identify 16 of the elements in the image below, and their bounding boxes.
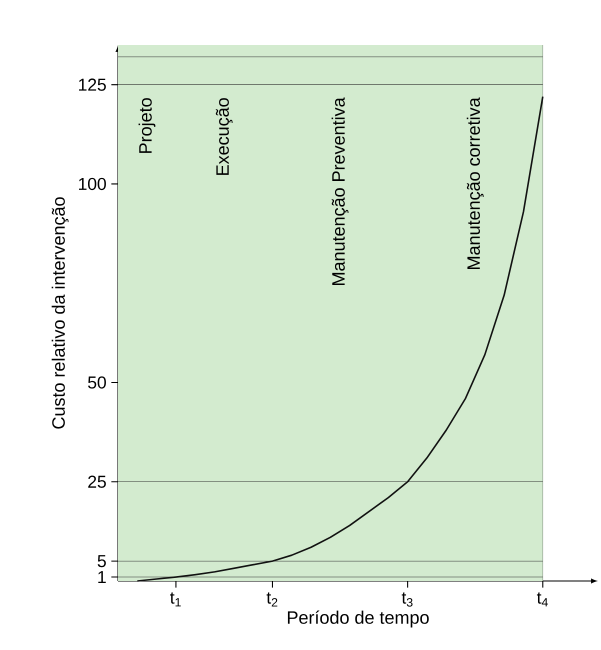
x-axis-title: Período de tempo [288, 610, 429, 628]
y-axis-title: Custo relativo da intervenção [52, 197, 69, 429]
x-tick-label: t$_{4}$ [536, 592, 548, 606]
annotation: Manutenção corretiva [466, 97, 484, 269]
x-tick-label: t$_{3}$ [402, 592, 413, 607]
y-tick-label: 25 [88, 476, 106, 488]
annotation: Projeto [138, 98, 156, 153]
y-tick-label: 100 [79, 178, 106, 190]
x-tick-label: t$_{1}$ [170, 592, 181, 606]
annotation: Manutenção Preventiva [332, 97, 348, 285]
y-tick-label: 50 [88, 376, 106, 389]
y-tick-label: 125 [79, 78, 106, 91]
y-tick-label: 1 [98, 571, 106, 583]
annotation: Execução [216, 98, 233, 175]
x-tick-label: t$_{2}$ [266, 592, 278, 607]
y-tick-label: 5 [98, 555, 106, 568]
